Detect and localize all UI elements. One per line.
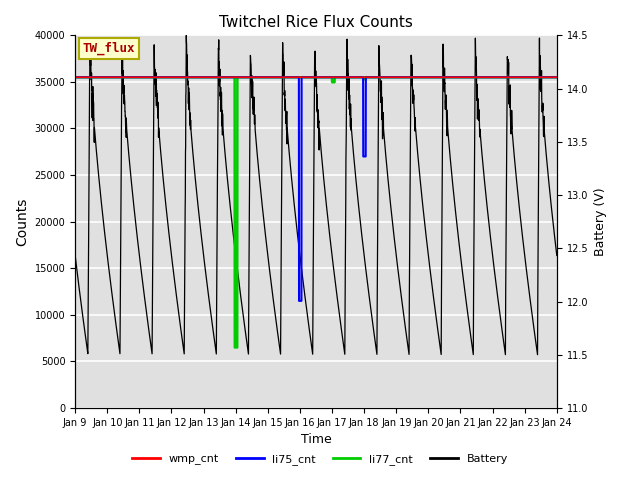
X-axis label: Time: Time <box>301 433 332 446</box>
wmp_cnt <box>277 74 285 80</box>
Battery <box>126 166 134 171</box>
wmp_cnt <box>126 74 134 80</box>
Battery <box>71 252 79 258</box>
Y-axis label: Battery (V): Battery (V) <box>594 187 607 256</box>
Battery <box>534 352 541 358</box>
li77_cnt <box>126 74 134 80</box>
li75_cnt <box>126 74 134 80</box>
li77_cnt <box>543 74 551 80</box>
wmp_cnt <box>155 74 163 80</box>
li77_cnt <box>277 74 285 80</box>
wmp_cnt <box>553 74 561 80</box>
Battery <box>553 252 561 258</box>
li75_cnt <box>277 74 285 80</box>
Title: Twitchel Rice Flux Counts: Twitchel Rice Flux Counts <box>219 15 413 30</box>
Battery <box>544 167 552 173</box>
Battery <box>256 181 264 187</box>
Line: Battery: Battery <box>75 36 557 355</box>
Battery <box>155 125 163 131</box>
li77_cnt <box>155 74 163 80</box>
li75_cnt <box>71 74 79 80</box>
li77_cnt <box>256 74 264 80</box>
li77_cnt <box>71 74 79 80</box>
li75_cnt <box>155 74 163 80</box>
li77_cnt <box>231 345 239 350</box>
Battery <box>492 277 499 283</box>
wmp_cnt <box>543 74 551 80</box>
wmp_cnt <box>256 74 264 80</box>
Battery <box>277 296 285 302</box>
li75_cnt <box>553 74 561 80</box>
Y-axis label: Counts: Counts <box>15 197 29 246</box>
Text: TW_flux: TW_flux <box>83 42 135 55</box>
Line: li77_cnt: li77_cnt <box>75 77 557 348</box>
li75_cnt <box>256 74 264 80</box>
li75_cnt <box>295 298 303 304</box>
li77_cnt <box>553 74 561 80</box>
li75_cnt <box>492 74 499 80</box>
Battery <box>182 33 190 38</box>
li75_cnt <box>543 74 551 80</box>
li77_cnt <box>492 74 499 80</box>
Legend: wmp_cnt, li75_cnt, li77_cnt, Battery: wmp_cnt, li75_cnt, li77_cnt, Battery <box>128 450 512 469</box>
wmp_cnt <box>71 74 79 80</box>
Line: li75_cnt: li75_cnt <box>75 77 557 301</box>
wmp_cnt <box>492 74 499 80</box>
